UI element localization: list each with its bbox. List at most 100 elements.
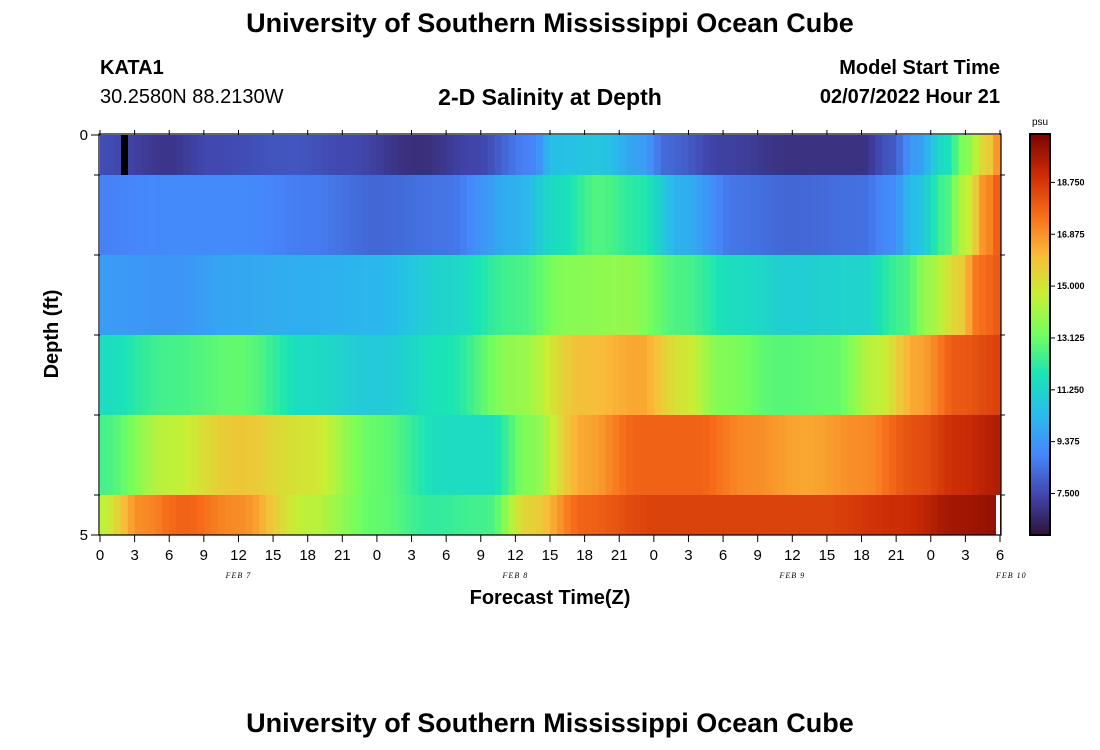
heatmap-cell: [314, 135, 323, 175]
heatmap-cell: [134, 135, 143, 175]
heatmap-cell: [584, 175, 593, 255]
heatmap-cell: [598, 415, 606, 495]
heatmap-cell: [487, 255, 496, 335]
x-tick-label: 6: [442, 547, 450, 564]
heatmap-cell: [183, 175, 191, 255]
heatmap-cell: [944, 415, 953, 495]
heatmap-cell: [910, 495, 918, 535]
heatmap-cell: [743, 135, 752, 175]
heatmap-cell: [563, 135, 572, 175]
heatmap-cell: [785, 175, 793, 255]
heatmap-cell: [529, 135, 537, 175]
heatmap-cell: [570, 175, 579, 255]
heatmap-cell: [280, 335, 288, 415]
heatmap-cell: [854, 255, 863, 335]
heatmap-cell: [245, 415, 253, 495]
heatmap-cell: [418, 255, 426, 335]
heatmap-cell: [190, 175, 198, 255]
heatmap-cell: [750, 175, 759, 255]
heatmap-cell: [120, 175, 129, 255]
day-label: FEB 7: [225, 571, 252, 580]
heatmap-cell: [349, 255, 357, 335]
heatmap-cell: [896, 175, 904, 255]
y-tick-label: 5: [80, 527, 88, 544]
heatmap-cell: [646, 335, 655, 415]
heatmap-cell: [363, 135, 371, 175]
heatmap-cell: [127, 495, 136, 535]
heatmap-cell: [854, 415, 863, 495]
heatmap-cell: [494, 335, 503, 415]
heatmap-cell: [231, 135, 240, 175]
heatmap-cell: [120, 415, 129, 495]
heatmap-cell: [543, 135, 551, 175]
heatmap-cell: [986, 335, 994, 415]
heatmap-cell: [584, 335, 593, 415]
heatmap-cell: [840, 495, 849, 535]
heatmap-cell: [868, 495, 876, 535]
heatmap-cell: [813, 495, 821, 535]
heatmap-cell: [930, 135, 939, 175]
heatmap-cell: [446, 495, 454, 535]
heatmap-cell: [196, 135, 205, 175]
heatmap-cell: [127, 135, 136, 175]
x-tick-label: 0: [96, 547, 104, 564]
heatmap-cell: [619, 415, 627, 495]
heatmap-cell: [196, 415, 205, 495]
heatmap-cell: [446, 255, 454, 335]
salinity-heatmap-chart: 0 3 6 9 12 15 18 21 0 3 6 9 12 15 18 21 0 3 6 9 12 15 18 21 0 3 6 F…: [41, 117, 1085, 609]
heatmap-cell: [716, 175, 724, 255]
heatmap-cell: [556, 255, 565, 335]
heatmap-cell: [986, 415, 994, 495]
x-tick-label: 18: [576, 547, 593, 564]
heatmap-cell: [847, 495, 856, 535]
heatmap-cell: [141, 495, 150, 535]
heatmap-cell: [896, 415, 904, 495]
heatmap-cell: [487, 335, 496, 415]
heatmap-cell: [363, 175, 371, 255]
heatmap-cell: [529, 335, 537, 415]
heatmap-cell: [916, 495, 925, 535]
heatmap-cell: [515, 495, 523, 535]
heatmap-cell: [356, 135, 364, 175]
heatmap-cell: [210, 335, 219, 415]
heatmap-cell: [570, 495, 579, 535]
heatmap-cell: [252, 495, 260, 535]
heatmap-cell: [203, 175, 212, 255]
heatmap-cell: [702, 255, 710, 335]
heatmap-cell: [473, 335, 482, 415]
heatmap-cell: [806, 495, 814, 535]
heatmap-cell: [633, 495, 641, 535]
heatmap-cell: [231, 495, 240, 535]
heatmap-cell: [328, 255, 336, 335]
heatmap-cell: [896, 335, 904, 415]
heatmap-cell: [404, 415, 413, 495]
heatmap-cell: [349, 495, 357, 535]
heatmap-cell: [563, 335, 572, 415]
x-tick-label: 6: [996, 547, 1004, 564]
heatmap-cell: [778, 495, 786, 535]
heatmap-cell: [847, 135, 856, 175]
heatmap-cell: [293, 175, 302, 255]
heatmap-cell: [536, 495, 544, 535]
heatmap-cell: [300, 255, 309, 335]
x-tick-label: 21: [611, 547, 628, 564]
heatmap-cell: [176, 135, 184, 175]
heatmap-cell: [480, 135, 489, 175]
heatmap-cell: [217, 415, 226, 495]
heatmap-cell: [307, 175, 316, 255]
heatmap-cell: [833, 415, 842, 495]
heatmap-cell: [307, 135, 316, 175]
heatmap-cell: [910, 175, 918, 255]
heatmap-cell: [390, 415, 399, 495]
heatmap-cell: [224, 255, 233, 335]
heatmap-cell: [342, 175, 350, 255]
heatmap-cell: [903, 495, 911, 535]
heatmap-cell: [466, 255, 475, 335]
heatmap-cell: [778, 135, 786, 175]
heatmap-cell: [342, 495, 350, 535]
heatmap-cell: [750, 415, 759, 495]
heatmap-cell: [709, 255, 717, 335]
heatmap-cell: [453, 175, 461, 255]
heatmap-cell: [916, 255, 925, 335]
heatmap-cell: [958, 415, 966, 495]
